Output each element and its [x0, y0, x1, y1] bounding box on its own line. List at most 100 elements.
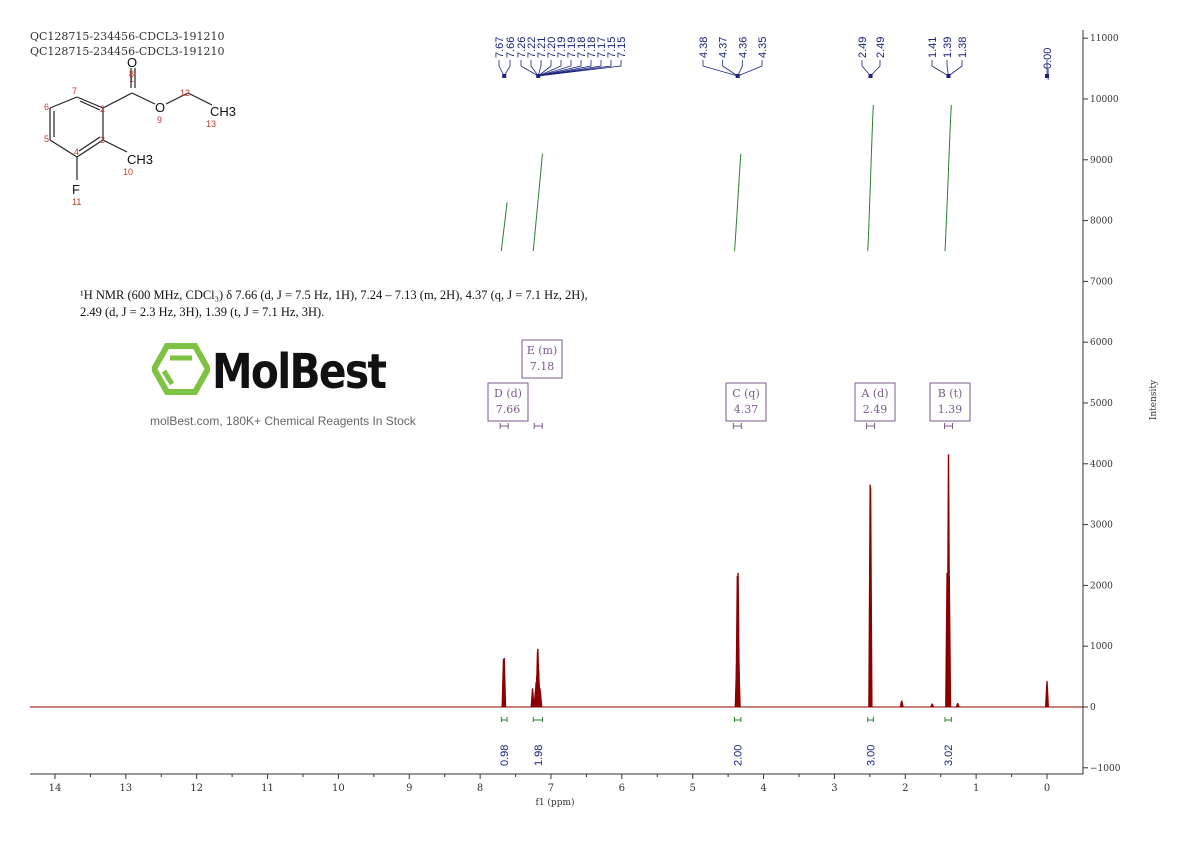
integral-value: 3.00 — [866, 745, 878, 766]
x-tick-label: 8 — [477, 783, 483, 794]
peak-label: 7.15 — [616, 37, 628, 58]
multiplet-box-border — [854, 382, 896, 422]
peak-label-connector — [538, 60, 622, 77]
peak-label-connector — [946, 60, 949, 77]
multiplet-shift: 4.37 — [734, 403, 759, 416]
peak-label-connector — [737, 60, 743, 77]
y-tick-label: 1000 — [1090, 642, 1113, 652]
multiplet-box-c: C (q) 4.37 — [725, 382, 767, 429]
x-tick-label: 3 — [831, 783, 837, 794]
peak-label-connector — [537, 60, 542, 77]
peak-label-connector — [538, 60, 602, 77]
multiplet-range-marker — [944, 423, 954, 429]
sample-id-2: QC128715-234456-CDCL3-191210 — [30, 45, 225, 58]
atom-number: 6 — [44, 102, 49, 112]
multiplet-box-border — [487, 382, 529, 422]
peak-label: 1.38 — [957, 37, 969, 58]
multiplet-box-border — [929, 382, 971, 422]
y-tick-label: 6000 — [1090, 338, 1113, 348]
atom-number: 8 — [129, 69, 134, 79]
peak-label: 7.18 — [576, 37, 588, 58]
x-tick-label: 11 — [261, 783, 274, 794]
integral-bracket — [867, 717, 874, 722]
spectrum-peak — [955, 702, 960, 708]
peak-label: 7.21 — [536, 37, 548, 58]
peak-label: 2.49 — [875, 37, 887, 58]
spectrum-peak — [736, 661, 741, 708]
multiplet-box-a: A (d) 2.49 — [854, 382, 896, 429]
integral-curve — [867, 105, 874, 252]
atom-number: 10 — [123, 167, 133, 177]
peak-label: 7.19 — [566, 37, 578, 58]
peak-label-connector — [737, 60, 763, 77]
multiplet-range-marker — [732, 423, 742, 429]
peak-label-connector — [722, 60, 738, 77]
peak-label-anchor — [536, 74, 541, 78]
multiplet-name: C (q) — [732, 387, 760, 400]
x-tick-label: 9 — [406, 783, 412, 794]
multiplet-range-marker — [499, 423, 509, 429]
nmr-description-line1: ¹H NMR (600 MHz, CDCl₃) δ 7.66 (d, J = 7… — [80, 288, 588, 302]
peak-label-connector — [503, 60, 511, 77]
spectrum-peak — [947, 575, 952, 708]
peak-label: 1.41 — [927, 37, 939, 58]
peak-label-connector — [538, 60, 562, 77]
x-tick-label: 12 — [190, 783, 203, 794]
peak-label-connector — [538, 60, 582, 77]
peak-label: 1.39 — [942, 37, 954, 58]
x-tick-label: 14 — [49, 783, 62, 794]
peak-label: 7.26 — [516, 37, 528, 58]
atom-number: 12 — [180, 88, 190, 98]
integral-value: 2.00 — [733, 745, 745, 766]
integral-value: 0.98 — [499, 745, 511, 766]
multiplet-range-marker — [866, 423, 876, 429]
atom-o9: O — [155, 100, 165, 115]
peak-label-anchor — [868, 74, 873, 78]
atom-o8: O — [127, 55, 137, 70]
peak-label-connector — [537, 60, 552, 77]
peak-label: 7.18 — [586, 37, 598, 58]
x-tick-label: 13 — [119, 783, 132, 794]
multiplet-name: B (t) — [938, 387, 963, 400]
y-tick-label: 5000 — [1090, 399, 1113, 409]
atom-number: 9 — [157, 115, 162, 125]
atom-number: 2 — [100, 104, 105, 114]
atom-number: 1 — [129, 74, 134, 84]
x-axis-label: f1 (ppm) — [536, 797, 575, 808]
integral-bracket — [500, 717, 508, 722]
y-tick-label: 9000 — [1090, 156, 1113, 166]
multiplet-shift: 7.66 — [496, 403, 521, 416]
peak-label-connector — [520, 60, 539, 77]
multiplet-name: E (m) — [527, 344, 558, 357]
nmr-description: ¹H NMR (600 MHz, CDCl₃) δ 7.66 (d, J = 7… — [80, 287, 588, 321]
atom-number: 4 — [74, 147, 79, 157]
atom-f: F — [72, 182, 80, 197]
integral-bracket — [532, 717, 543, 722]
multiplet-name: A (d) — [860, 387, 888, 400]
y-tick-label: 8000 — [1090, 217, 1113, 227]
integral-curve — [944, 105, 952, 252]
peak-label-anchor — [735, 74, 740, 78]
atom-number: 7 — [72, 86, 77, 96]
atom-ch3-13: CH3 — [210, 104, 236, 119]
spectrum-peak — [899, 700, 904, 708]
x-tick-label: 5 — [690, 783, 696, 794]
multiplet-shift: 1.39 — [938, 403, 963, 416]
y-tick-label: 0 — [1090, 703, 1096, 713]
x-tick-label: 0 — [1044, 783, 1050, 794]
multiplet-box-border — [725, 382, 767, 422]
peak-label: 7.15 — [606, 37, 618, 58]
x-tick-label: 2 — [902, 783, 908, 794]
integral-curve — [734, 153, 742, 252]
x-tick-label: 10 — [332, 783, 345, 794]
integral-curve — [500, 202, 508, 252]
nmr-description-line2: 2.49 (d, J = 2.3 Hz, 3H), 1.39 (t, J = 7… — [80, 305, 325, 319]
molbest-logo-icon — [152, 343, 210, 395]
multiplet-box-border — [521, 339, 563, 379]
y-tick-label: 4000 — [1090, 460, 1113, 470]
peak-label-anchor — [946, 74, 951, 78]
peak-label: 7.20 — [546, 37, 558, 58]
y-tick-label: 2000 — [1090, 581, 1113, 591]
